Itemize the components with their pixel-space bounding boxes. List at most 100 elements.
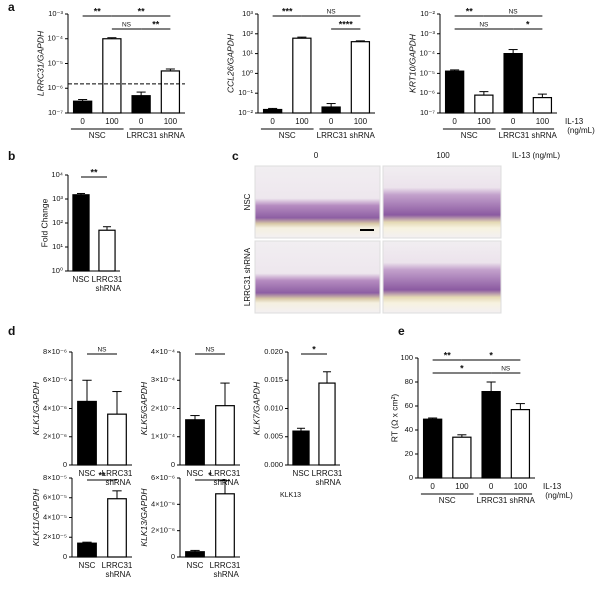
- bar: [503, 52, 523, 114]
- y-axis-title: CCL26/GAPDH: [225, 33, 235, 93]
- chart: 10⁰ 10¹ 10² 10³ 10⁴ Fold Change NSC LRRC31 shRN…: [40, 167, 123, 293]
- y-tick-label: 80: [405, 377, 413, 386]
- panel-label: e: [398, 324, 405, 338]
- x-tick-label: NSC: [293, 469, 310, 478]
- significance-label: *: [526, 19, 530, 29]
- chart: 10⁻⁷ 10⁻⁶ 10⁻⁵ 10⁻⁴ 10⁻³ LRRC31/GAPDH 0 100 0 100…: [35, 6, 185, 140]
- y-axis-title: KLK5/GAPDH: [139, 381, 149, 435]
- micrograph: [254, 240, 381, 314]
- bar: [452, 436, 472, 479]
- x-axis-title: IL-13 (ng/mL): [565, 117, 595, 135]
- bar: [321, 106, 341, 114]
- bar: [107, 413, 127, 466]
- x-tick-label: 0: [430, 482, 435, 491]
- x-tick-label: LRRC31 shRNA: [102, 561, 133, 579]
- y-axis-title: KLK11/GAPDH: [31, 488, 41, 546]
- bar: [185, 551, 205, 558]
- y-tick-label: 4×10⁻⁴: [151, 347, 175, 356]
- bar: [160, 70, 181, 114]
- significance-label: **: [98, 470, 106, 480]
- y-tick-label: 10⁻¹: [238, 88, 253, 97]
- y-tick-label: 4×10⁻⁶: [43, 403, 67, 412]
- y-tick-label: 0: [171, 460, 175, 469]
- significance-label: NS: [122, 22, 132, 29]
- x-tick-label: 100: [536, 117, 550, 126]
- significance-label: NS: [509, 9, 519, 16]
- x-tick-label: NSC: [187, 469, 204, 478]
- significance-label: NS: [97, 347, 107, 354]
- y-tick-label: 0: [63, 460, 67, 469]
- significance-label: **: [138, 6, 146, 16]
- y-tick-label: 0: [409, 473, 413, 482]
- y-tick-label: 2×10⁻⁶: [43, 432, 67, 441]
- x-tick-label: NSC: [73, 275, 90, 284]
- bar: [215, 405, 235, 466]
- bar: [72, 100, 93, 114]
- significance-label: *: [312, 344, 316, 354]
- y-tick-label: 10⁴: [51, 170, 63, 179]
- chart: 10⁻² 10⁻¹ 10⁰ 10¹ 10² 10³ CCL26/GAPDH 0 100 0 100 N…: [225, 6, 375, 140]
- panel-label: b: [8, 149, 15, 163]
- y-tick-label: 10³: [242, 9, 253, 18]
- bar: [532, 96, 553, 114]
- bar: [422, 418, 443, 479]
- y-tick-label: 2×10⁻⁴: [151, 403, 175, 412]
- column-label: 100: [436, 151, 450, 160]
- micrograph: [382, 240, 502, 314]
- x-tick-label: 0: [452, 117, 457, 126]
- significance-label: NS: [205, 347, 215, 354]
- significance-label: **: [466, 6, 474, 16]
- y-axis-title: LRRC31/GAPDH: [35, 30, 45, 96]
- bar: [510, 409, 531, 479]
- bar: [350, 41, 371, 114]
- y-tick-label: 10⁻⁶: [420, 88, 435, 97]
- histology: 0 100 IL-13 (ng/mL) NSC LRRC31 shRNA: [243, 151, 560, 314]
- x-tick-label: NSC: [187, 561, 204, 570]
- y-tick-label: 10⁻⁴: [419, 49, 435, 58]
- x-tick-label: LRRC31 shRNA: [102, 469, 133, 487]
- group-label: LRRC31 shRNA: [127, 131, 186, 140]
- y-axis-title: KLK7/GAPDH: [251, 381, 261, 435]
- unit-label: IL-13 (ng/mL): [512, 151, 560, 160]
- y-tick-label: 1×10⁻⁴: [151, 432, 175, 441]
- y-axis-title: RT (Ω x cm²): [390, 394, 400, 443]
- y-tick-label: 2×10⁻⁶: [151, 526, 175, 535]
- significance-label: *: [208, 470, 212, 480]
- bar: [77, 400, 97, 466]
- x-tick-label: LRRC31 shRNA: [92, 275, 123, 293]
- bar: [131, 95, 151, 114]
- y-tick-label: 6×10⁻⁵: [43, 493, 67, 502]
- significance-label: **: [444, 350, 452, 360]
- y-tick-label: 8×10⁻⁵: [43, 473, 67, 482]
- micrograph: [254, 165, 381, 239]
- y-tick-label: 10³: [52, 194, 63, 203]
- y-tick-label: 10⁻⁵: [420, 68, 435, 77]
- y-tick-label: 4×10⁻⁶: [151, 499, 175, 508]
- bar: [444, 70, 465, 114]
- chart: 0 20 40 60 80 100 RT (Ω x cm²) 0 100 0 100 NSC LRRC3…: [390, 350, 573, 505]
- x-tick-label: NSC: [79, 469, 96, 478]
- y-tick-label: 10⁻⁴: [47, 34, 63, 43]
- bar: [215, 493, 235, 558]
- y-tick-label: 10⁰: [52, 266, 63, 275]
- y-tick-label: 10⁻³: [48, 9, 63, 18]
- y-axis-title: KLK1/GAPDH: [31, 381, 41, 435]
- significance-label: *: [489, 350, 493, 360]
- y-tick-label: 0.000: [264, 460, 283, 469]
- y-tick-label: 10⁻²: [238, 108, 253, 117]
- y-tick-label: 10⁻⁶: [48, 83, 63, 92]
- group-label: NSC: [461, 131, 478, 140]
- y-tick-label: 8×10⁻⁶: [43, 347, 67, 356]
- x-axis-title: IL-13 (ng/mL): [543, 482, 573, 500]
- group-label: NSC: [439, 496, 456, 505]
- y-tick-label: 10⁻²: [420, 9, 435, 18]
- y-tick-label: 0: [171, 552, 175, 561]
- bar: [474, 94, 494, 114]
- significance-label: ***: [282, 6, 293, 16]
- y-tick-label: 10⁰: [242, 68, 253, 77]
- significance-label: *: [460, 363, 464, 373]
